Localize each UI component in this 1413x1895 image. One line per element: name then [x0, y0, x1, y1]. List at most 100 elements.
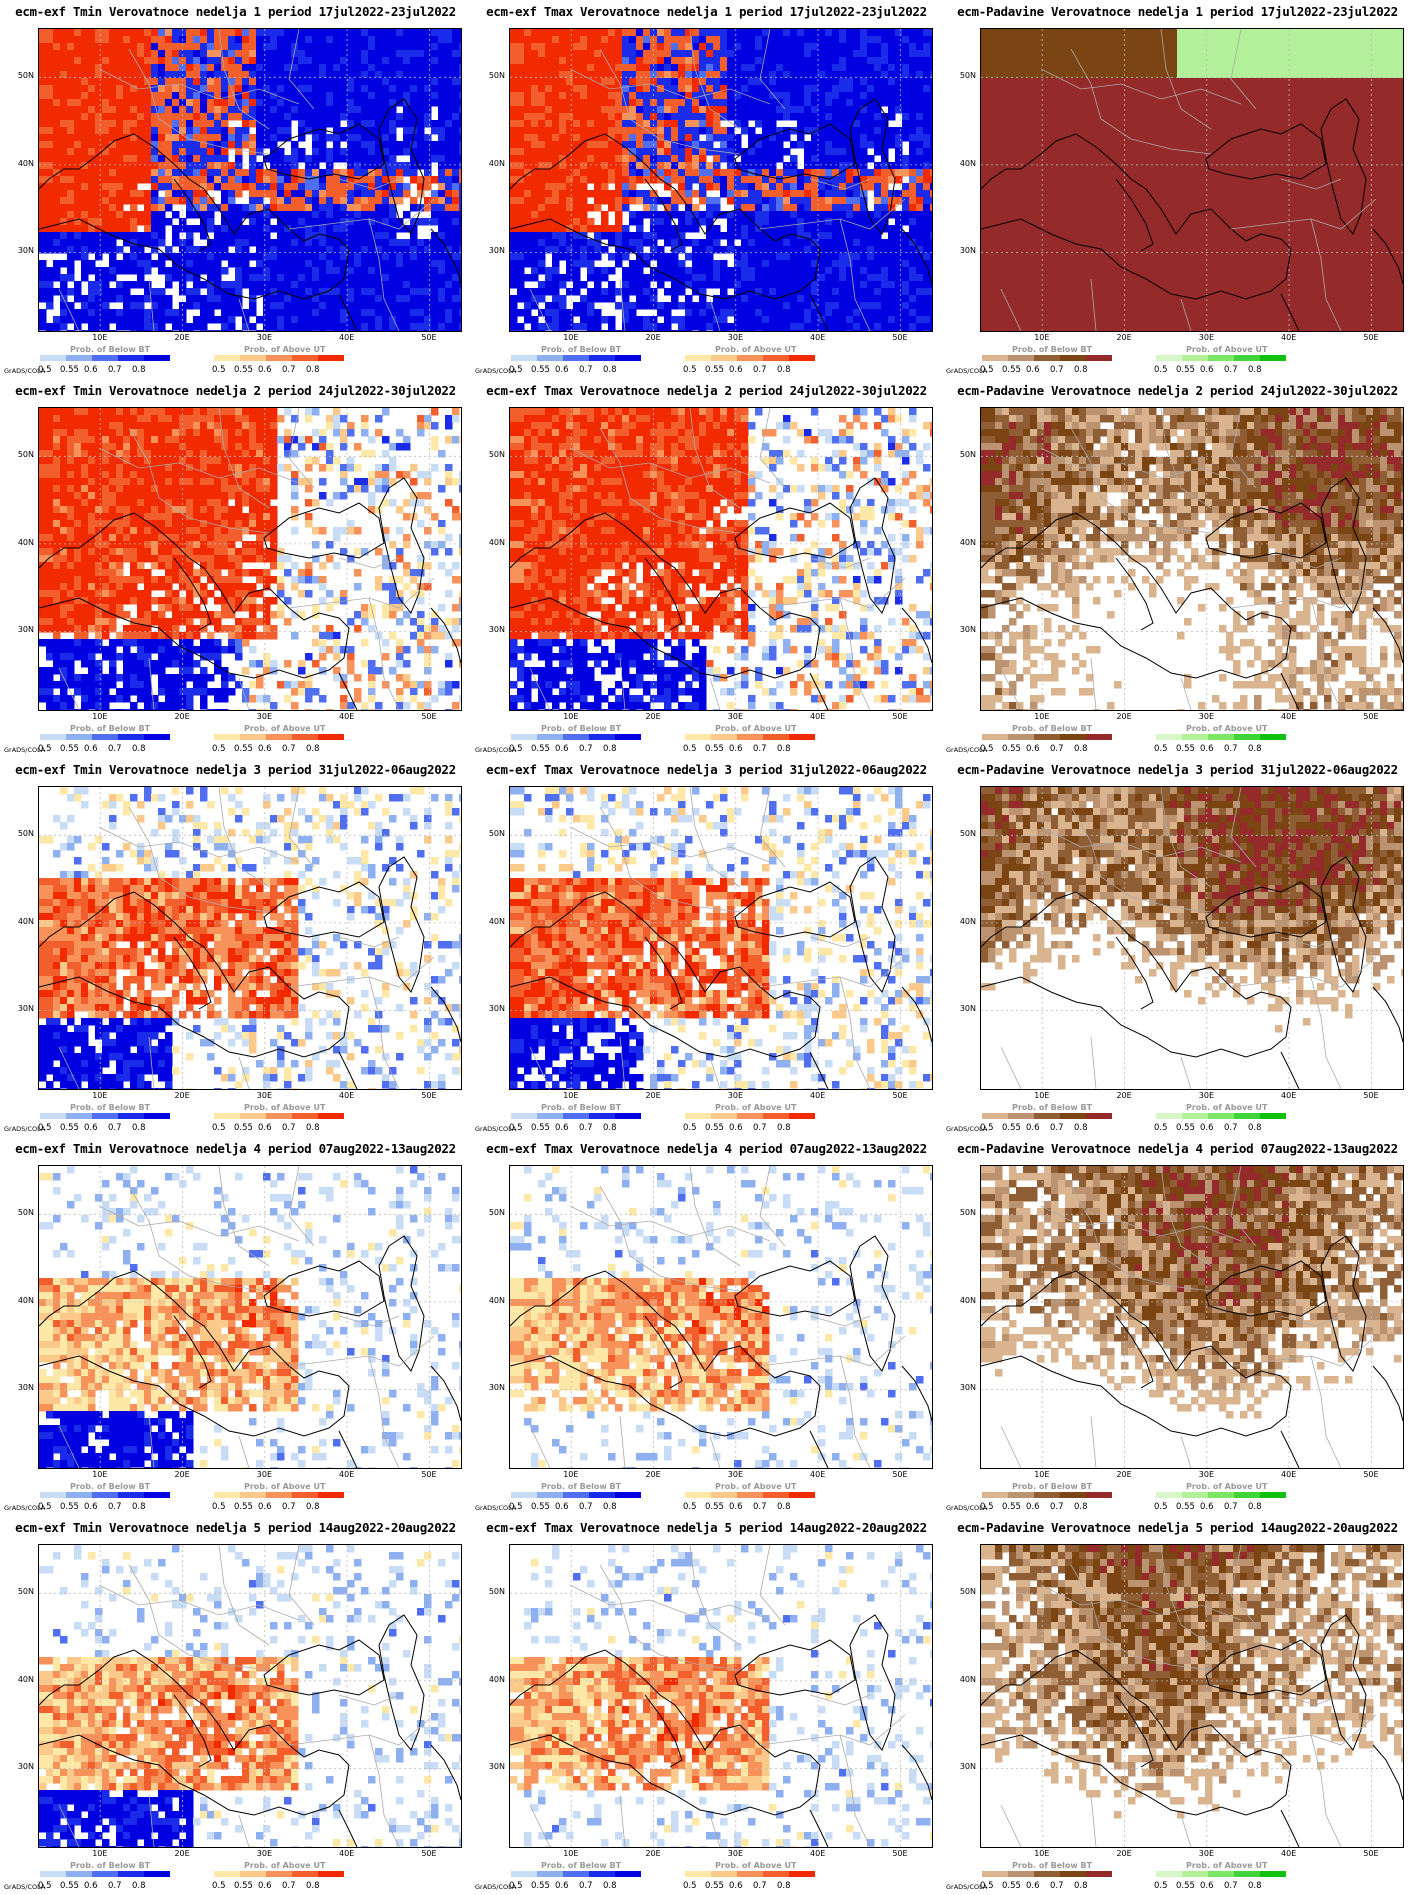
map-cell [699, 218, 707, 226]
legend-tick: 0.8 [132, 365, 146, 375]
map-cell [172, 127, 180, 135]
map-cell [333, 36, 341, 44]
map-cell [452, 113, 460, 121]
map-cell [228, 225, 236, 233]
map-cell [88, 92, 96, 100]
map-cell [305, 197, 313, 205]
map-cell [438, 232, 446, 240]
map-cell [930, 29, 932, 37]
map-cell [916, 295, 924, 303]
map-cell [762, 127, 770, 135]
map-cell [790, 141, 798, 149]
map-cell [846, 176, 854, 184]
map-cell [109, 106, 117, 114]
map-cell [410, 85, 418, 93]
map-cell [417, 302, 425, 310]
map-cell [657, 232, 665, 240]
map-cell [158, 127, 166, 135]
map-cell [326, 43, 334, 51]
map-cell [256, 253, 264, 261]
map-cell [517, 197, 525, 205]
map-cell [685, 162, 693, 170]
map-cell [643, 155, 651, 163]
map-cell [165, 78, 173, 86]
map-cell [39, 92, 47, 100]
map-cell [137, 141, 145, 149]
map-cell [151, 36, 159, 44]
map-cell [832, 176, 840, 184]
map-cell [559, 302, 567, 310]
map-cell [790, 239, 798, 247]
map-cell [930, 225, 932, 233]
map-cell [235, 43, 243, 51]
map-cell [60, 29, 68, 37]
map-cell [762, 92, 770, 100]
map-cell [396, 246, 404, 254]
map-cell [692, 225, 700, 233]
map-cell [888, 43, 896, 51]
map-cell [734, 281, 742, 289]
map-cell [193, 57, 201, 65]
map-cell [636, 246, 644, 254]
map-cell [221, 330, 229, 331]
map-cell [46, 197, 54, 205]
map-cell [256, 197, 264, 205]
map-cell [410, 43, 418, 51]
map-cell [102, 169, 110, 177]
map-cell [825, 225, 833, 233]
map-cell [748, 134, 756, 142]
map-cell [713, 57, 721, 65]
map-cell [538, 50, 546, 58]
map-cell [839, 29, 847, 37]
map-cell [81, 71, 89, 79]
map-cell [284, 232, 292, 240]
map-cell [263, 29, 271, 37]
map-cell [46, 239, 54, 247]
probability-map [509, 28, 933, 332]
map-cell [580, 99, 588, 107]
map-cell [312, 246, 320, 254]
map-cell [517, 155, 525, 163]
map-cell [671, 64, 679, 72]
map-cell [60, 169, 68, 177]
map-cell [762, 295, 770, 303]
map-cell [888, 253, 896, 261]
map-cell [186, 190, 194, 198]
map-cell [825, 120, 833, 128]
map-cell [130, 197, 138, 205]
map-cell [88, 169, 96, 177]
map-cell [895, 134, 903, 142]
map-cell [587, 50, 595, 58]
map-cell [510, 134, 518, 142]
map-cell [207, 106, 215, 114]
map-cell [214, 281, 222, 289]
map-cell [811, 232, 819, 240]
map-cell [333, 43, 341, 51]
map-cell [256, 50, 264, 58]
map-cell [354, 78, 362, 86]
map-cell [109, 183, 117, 191]
map-cell [559, 239, 567, 247]
country-border [338, 178, 400, 190]
map-cell [221, 197, 229, 205]
map-cell [347, 267, 355, 275]
map-cell [382, 197, 390, 205]
map-cell [186, 162, 194, 170]
map-cell [221, 43, 229, 51]
map-cell [860, 183, 868, 191]
map-cell [930, 295, 932, 303]
map-cell [102, 99, 110, 107]
map-cell [797, 253, 805, 261]
map-cell [832, 71, 840, 79]
legend-tick: 0.55 [234, 365, 253, 375]
map-cell [587, 43, 595, 51]
map-cell [559, 155, 567, 163]
country-border [188, 138, 270, 155]
map-cell [524, 43, 532, 51]
map-cell [699, 316, 707, 324]
map-cell [39, 148, 47, 156]
map-cell [102, 64, 110, 72]
map-cell [137, 197, 145, 205]
map-cell [755, 134, 763, 142]
map-cell [200, 232, 208, 240]
